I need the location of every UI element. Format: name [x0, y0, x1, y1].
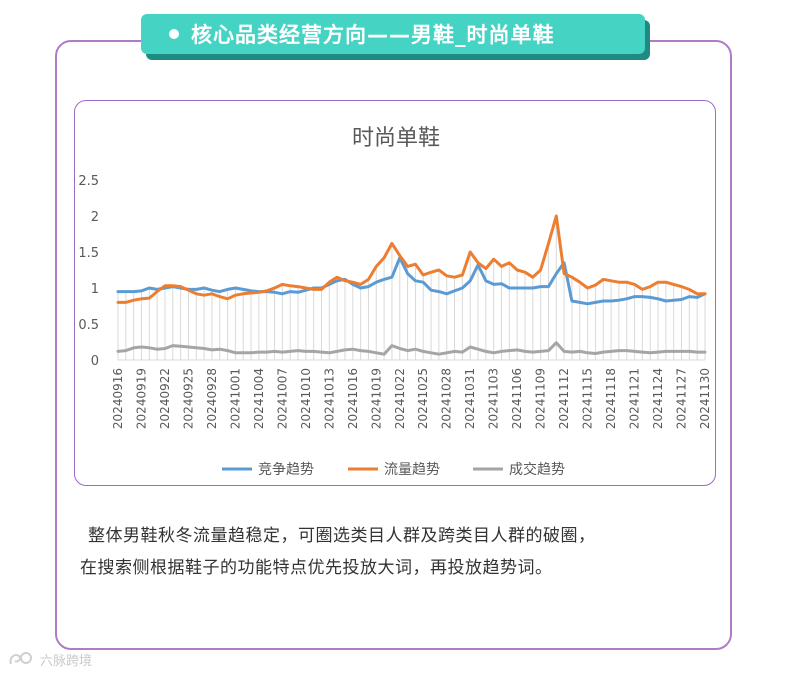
title-banner: 核心品类经营方向——男鞋_时尚单鞋 — [141, 14, 645, 54]
y-tick-label: 2 — [91, 210, 99, 225]
x-tick-label: 20241025 — [416, 368, 430, 429]
x-tick-label: 20241010 — [299, 368, 313, 429]
banner-title: 核心品类经营方向——男鞋_时尚单鞋 — [191, 23, 555, 47]
watermark-logo-icon — [9, 652, 32, 665]
y-tick-label: 0 — [91, 354, 99, 369]
x-tick-label: 20241106 — [510, 368, 524, 429]
x-tick-label: 20241118 — [604, 368, 618, 429]
x-tick-label: 20241127 — [675, 368, 689, 429]
chart-series — [116, 214, 707, 356]
chart-title: 时尚单鞋 — [352, 126, 440, 151]
x-tick-label: 20240919 — [134, 368, 148, 429]
x-tick-label: 20240925 — [181, 368, 195, 429]
summary-line-2: 在搜索侧根据鞋子的功能特点优先投放大词，再投放趋势词。 — [80, 558, 553, 578]
x-tick-label: 20241124 — [651, 368, 665, 429]
x-tick-label: 20241121 — [628, 368, 642, 429]
bullet-dot-icon — [169, 29, 179, 39]
x-tick-label: 20241028 — [440, 368, 454, 429]
y-tick-label: 1 — [91, 282, 99, 297]
x-tick-label: 20241109 — [534, 368, 548, 429]
x-tick-label: 20240928 — [205, 368, 219, 429]
chart-legend: 竞争趋势 流量趋势 成交趋势 — [222, 461, 565, 478]
series-line-1 — [116, 214, 707, 304]
y-tick-label: 0.5 — [78, 318, 99, 333]
series-line-2 — [116, 341, 707, 356]
x-tick-label: 20241130 — [698, 368, 712, 429]
watermark: 六脉跨境 — [8, 648, 92, 670]
y-tick-label: 1.5 — [78, 246, 99, 261]
x-tick-label: 20240922 — [158, 368, 172, 429]
chart-axes: 0 0.5 1 1.5 2 2.5 20240916 20240919 20240922 2024… — [78, 174, 712, 429]
legend-label: 成交趋势 — [509, 461, 565, 478]
x-tick-label: 20241031 — [463, 368, 477, 429]
chart-drop-lines — [117, 216, 706, 360]
summary-text: 整体男鞋秋冬流量趋稳定，可圈选类目人群及跨类目人群的破圈， 在搜索侧根据鞋子的功… — [80, 520, 720, 584]
x-tick-label: 20241019 — [369, 368, 383, 429]
x-tick-label: 20241007 — [275, 368, 289, 429]
watermark-text: 六脉跨境 — [40, 653, 93, 669]
legend-label: 流量趋势 — [384, 462, 440, 478]
summary-line-1: 整体男鞋秋冬流量趋稳定，可圈选类目人群及跨类目人群的破圈， — [88, 526, 596, 546]
x-tick-label: 20241103 — [487, 368, 501, 429]
y-tick-label: 2.5 — [78, 174, 99, 189]
x-tick-label: 20241112 — [557, 368, 571, 429]
x-tick-label: 20241115 — [581, 368, 595, 429]
x-tick-label: 20241001 — [228, 368, 242, 429]
x-tick-label: 20240916 — [111, 368, 125, 429]
x-tick-label: 20241022 — [393, 368, 407, 429]
legend-label: 竞争趋势 — [258, 461, 314, 478]
x-tick-label: 20241016 — [346, 368, 360, 429]
series-line-0 — [116, 256, 707, 306]
x-tick-label: 20241004 — [252, 368, 266, 429]
x-tick-label: 20241013 — [322, 368, 336, 429]
